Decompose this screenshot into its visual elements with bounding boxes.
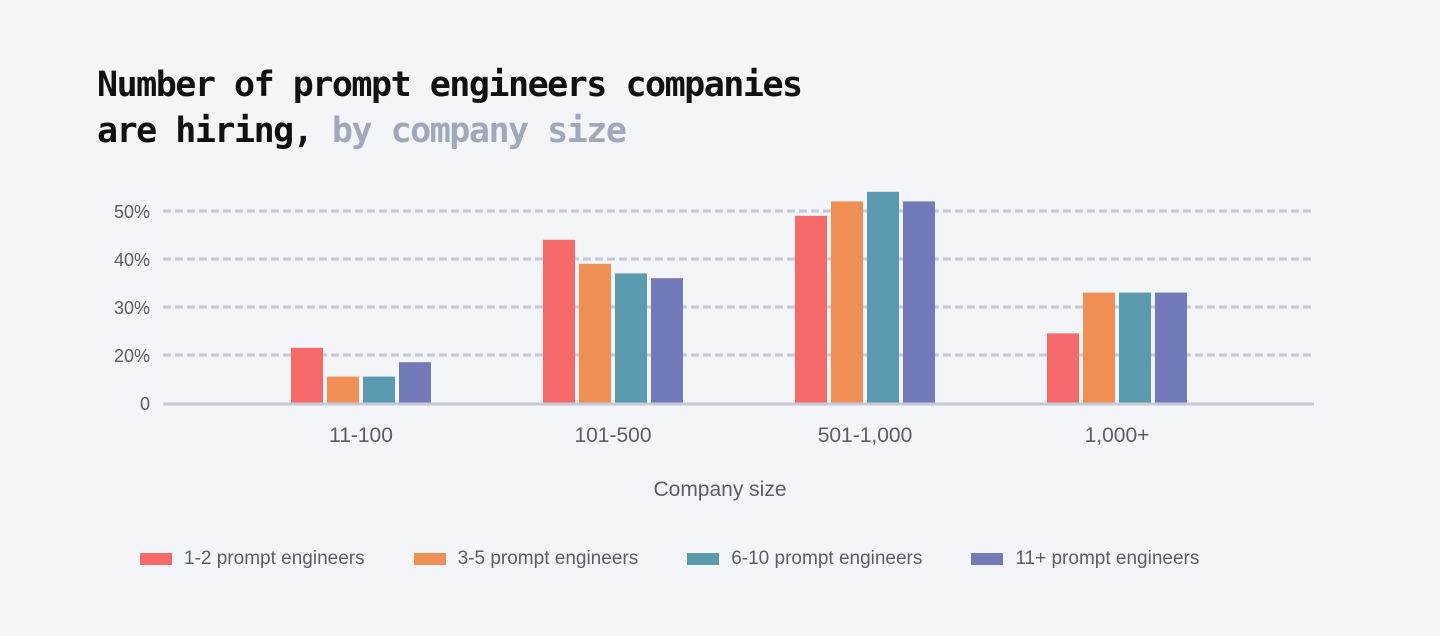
chart-title: Number of prompt engineers companies are…: [97, 62, 803, 154]
bar: [399, 362, 431, 403]
y-tick-label: 30%: [114, 298, 150, 318]
legend-item: 11+ prompt engineers: [971, 548, 1199, 570]
legend-item: 1-2 prompt engineers: [140, 548, 365, 570]
legend: 1-2 prompt engineers 3-5 prompt engineers…: [140, 548, 1248, 570]
bar: [291, 347, 323, 403]
title-line-2: are hiring,: [97, 111, 314, 151]
bar: [363, 376, 395, 403]
y-tick-label: 40%: [114, 250, 150, 270]
bar: [579, 263, 611, 403]
bar: [651, 278, 683, 403]
bar: [903, 201, 935, 403]
bar: [1155, 292, 1187, 403]
legend-label: 1-2 prompt engineers: [184, 548, 365, 569]
bar: [1047, 333, 1079, 403]
x-axis-label: Company size: [653, 478, 786, 501]
legend-swatch: [971, 553, 1004, 565]
y-tick-label: 0: [140, 394, 150, 414]
y-tick-label: 20%: [114, 346, 150, 366]
bar-chart: 0 20% 30% 40% 50% 11-100 101-500 501-1,000 1,000…: [114, 191, 1314, 501]
bar: [795, 215, 827, 403]
bar: [615, 273, 647, 403]
legend-item: 3-5 prompt engineers: [413, 548, 639, 570]
legend-swatch: [413, 553, 446, 565]
legend-label: 11+ prompt engineers: [1015, 548, 1200, 569]
legend-swatch: [140, 553, 172, 565]
bar: [327, 376, 359, 403]
legend-label: 3-5 prompt engineers: [457, 548, 639, 569]
legend-label: 6-10 prompt engineers: [731, 548, 923, 569]
x-tick-label: 1,000+: [1085, 424, 1150, 447]
x-tick-label: 101-500: [574, 424, 651, 447]
legend-item: 6-10 prompt engineers: [687, 548, 922, 570]
bar: [543, 239, 575, 403]
y-tick-label: 50%: [114, 202, 150, 222]
title-line-1: Number of prompt engineers companies: [97, 65, 803, 105]
bar: [831, 201, 863, 403]
bar: [1119, 292, 1151, 403]
x-tick-label: 11-100: [329, 424, 393, 447]
legend-swatch: [687, 553, 720, 565]
chart-subtitle: by company size: [331, 111, 627, 151]
bar: [1083, 292, 1115, 403]
bar: [867, 191, 899, 403]
x-tick-label: 501-1,000: [818, 424, 913, 447]
